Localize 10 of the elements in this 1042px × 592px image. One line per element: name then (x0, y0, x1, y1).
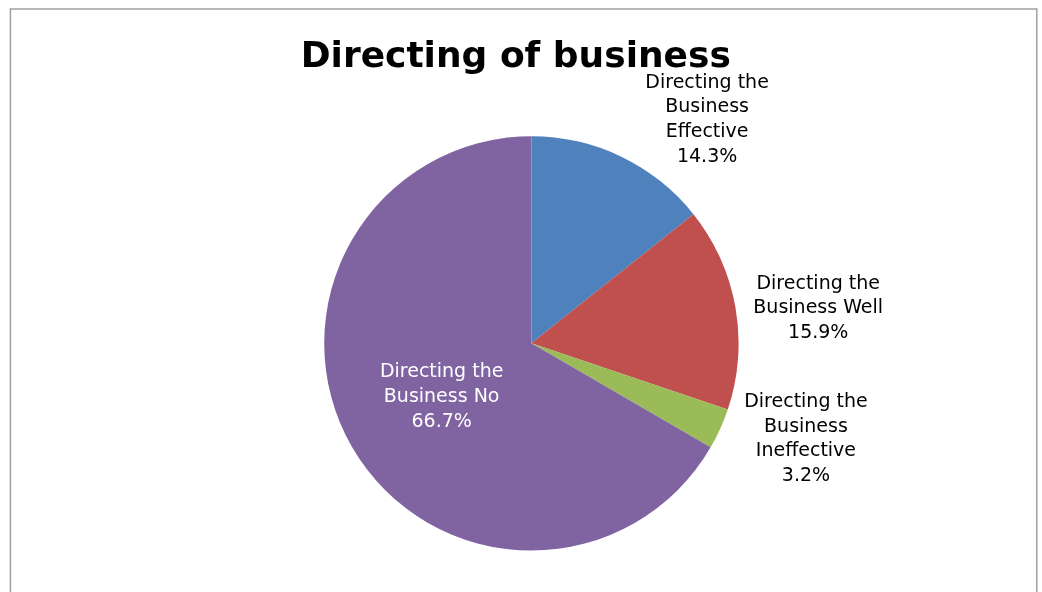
slice-label: Directing the Business Well (753, 270, 884, 318)
slice-label: Directing the Business Ineffective (744, 388, 868, 461)
slice-label: Directing the Business Effective (645, 69, 769, 142)
data-label: 3.2% (781, 463, 831, 486)
pie-slice (531, 343, 728, 448)
pie-slice (531, 214, 739, 410)
data-label: 15.9% (788, 320, 849, 343)
data-label: 66.7% (411, 408, 472, 431)
data-label: 14.3% (676, 143, 738, 166)
slice-label: Directing the Business No (379, 359, 504, 407)
